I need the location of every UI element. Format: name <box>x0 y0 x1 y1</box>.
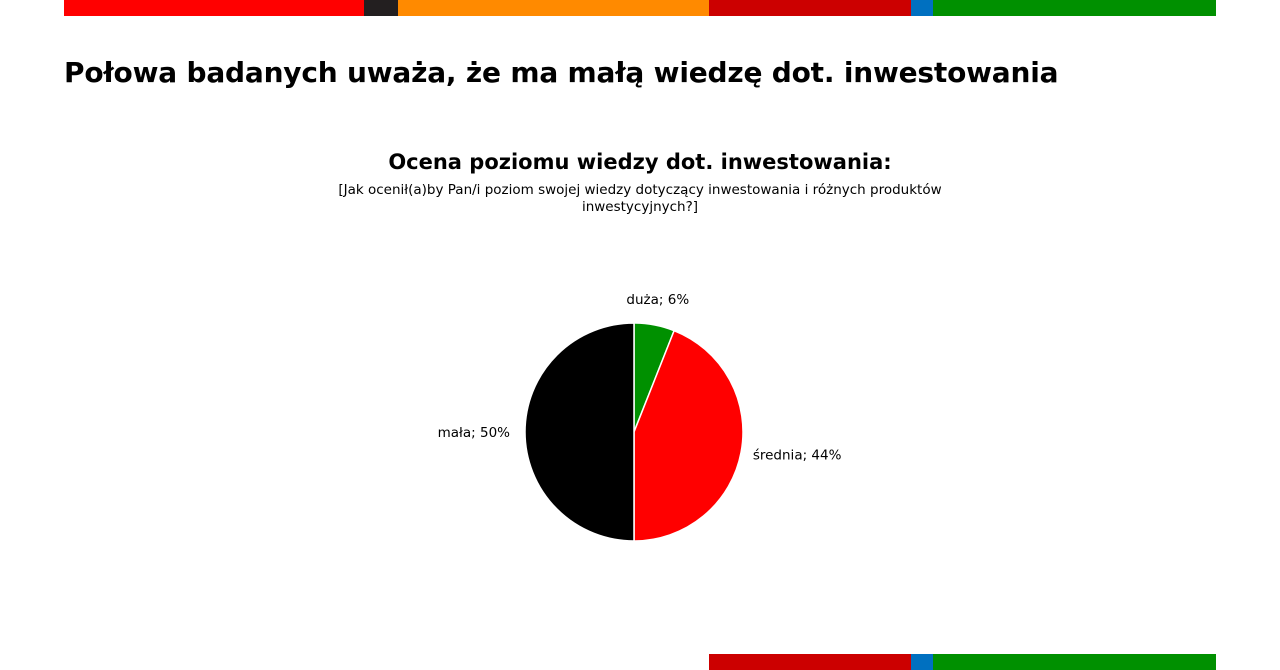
top-stripe-segment <box>364 0 398 16</box>
pie-slice-label-0: duża; 6% <box>626 292 689 308</box>
pie-slice-label-2: mała; 50% <box>438 425 511 441</box>
top-stripe-segment <box>911 0 933 16</box>
chart-title: Ocena poziomu wiedzy dot. inwestowania: <box>388 150 892 174</box>
top-color-stripe <box>64 0 1216 16</box>
pie-slice-2 <box>524 322 635 542</box>
pie-slice-1 <box>633 329 744 542</box>
bottom-stripe-segment <box>933 654 1216 670</box>
bottom-stripe-segment <box>709 654 911 670</box>
bottom-color-stripe <box>709 654 1216 670</box>
pie-slice-label-1: średnia; 44% <box>753 448 842 464</box>
bottom-stripe-segment <box>911 654 933 670</box>
top-stripe-segment <box>933 0 1216 16</box>
top-stripe-segment <box>709 0 911 16</box>
top-stripe-segment <box>64 0 364 16</box>
chart-subtitle: [Jak ocenił(a)by Pan/i poziom swojej wie… <box>338 182 942 215</box>
top-stripe-segment <box>398 0 709 16</box>
page-headline: Połowa badanych uważa, że ma małą wiedzę… <box>64 56 1059 89</box>
